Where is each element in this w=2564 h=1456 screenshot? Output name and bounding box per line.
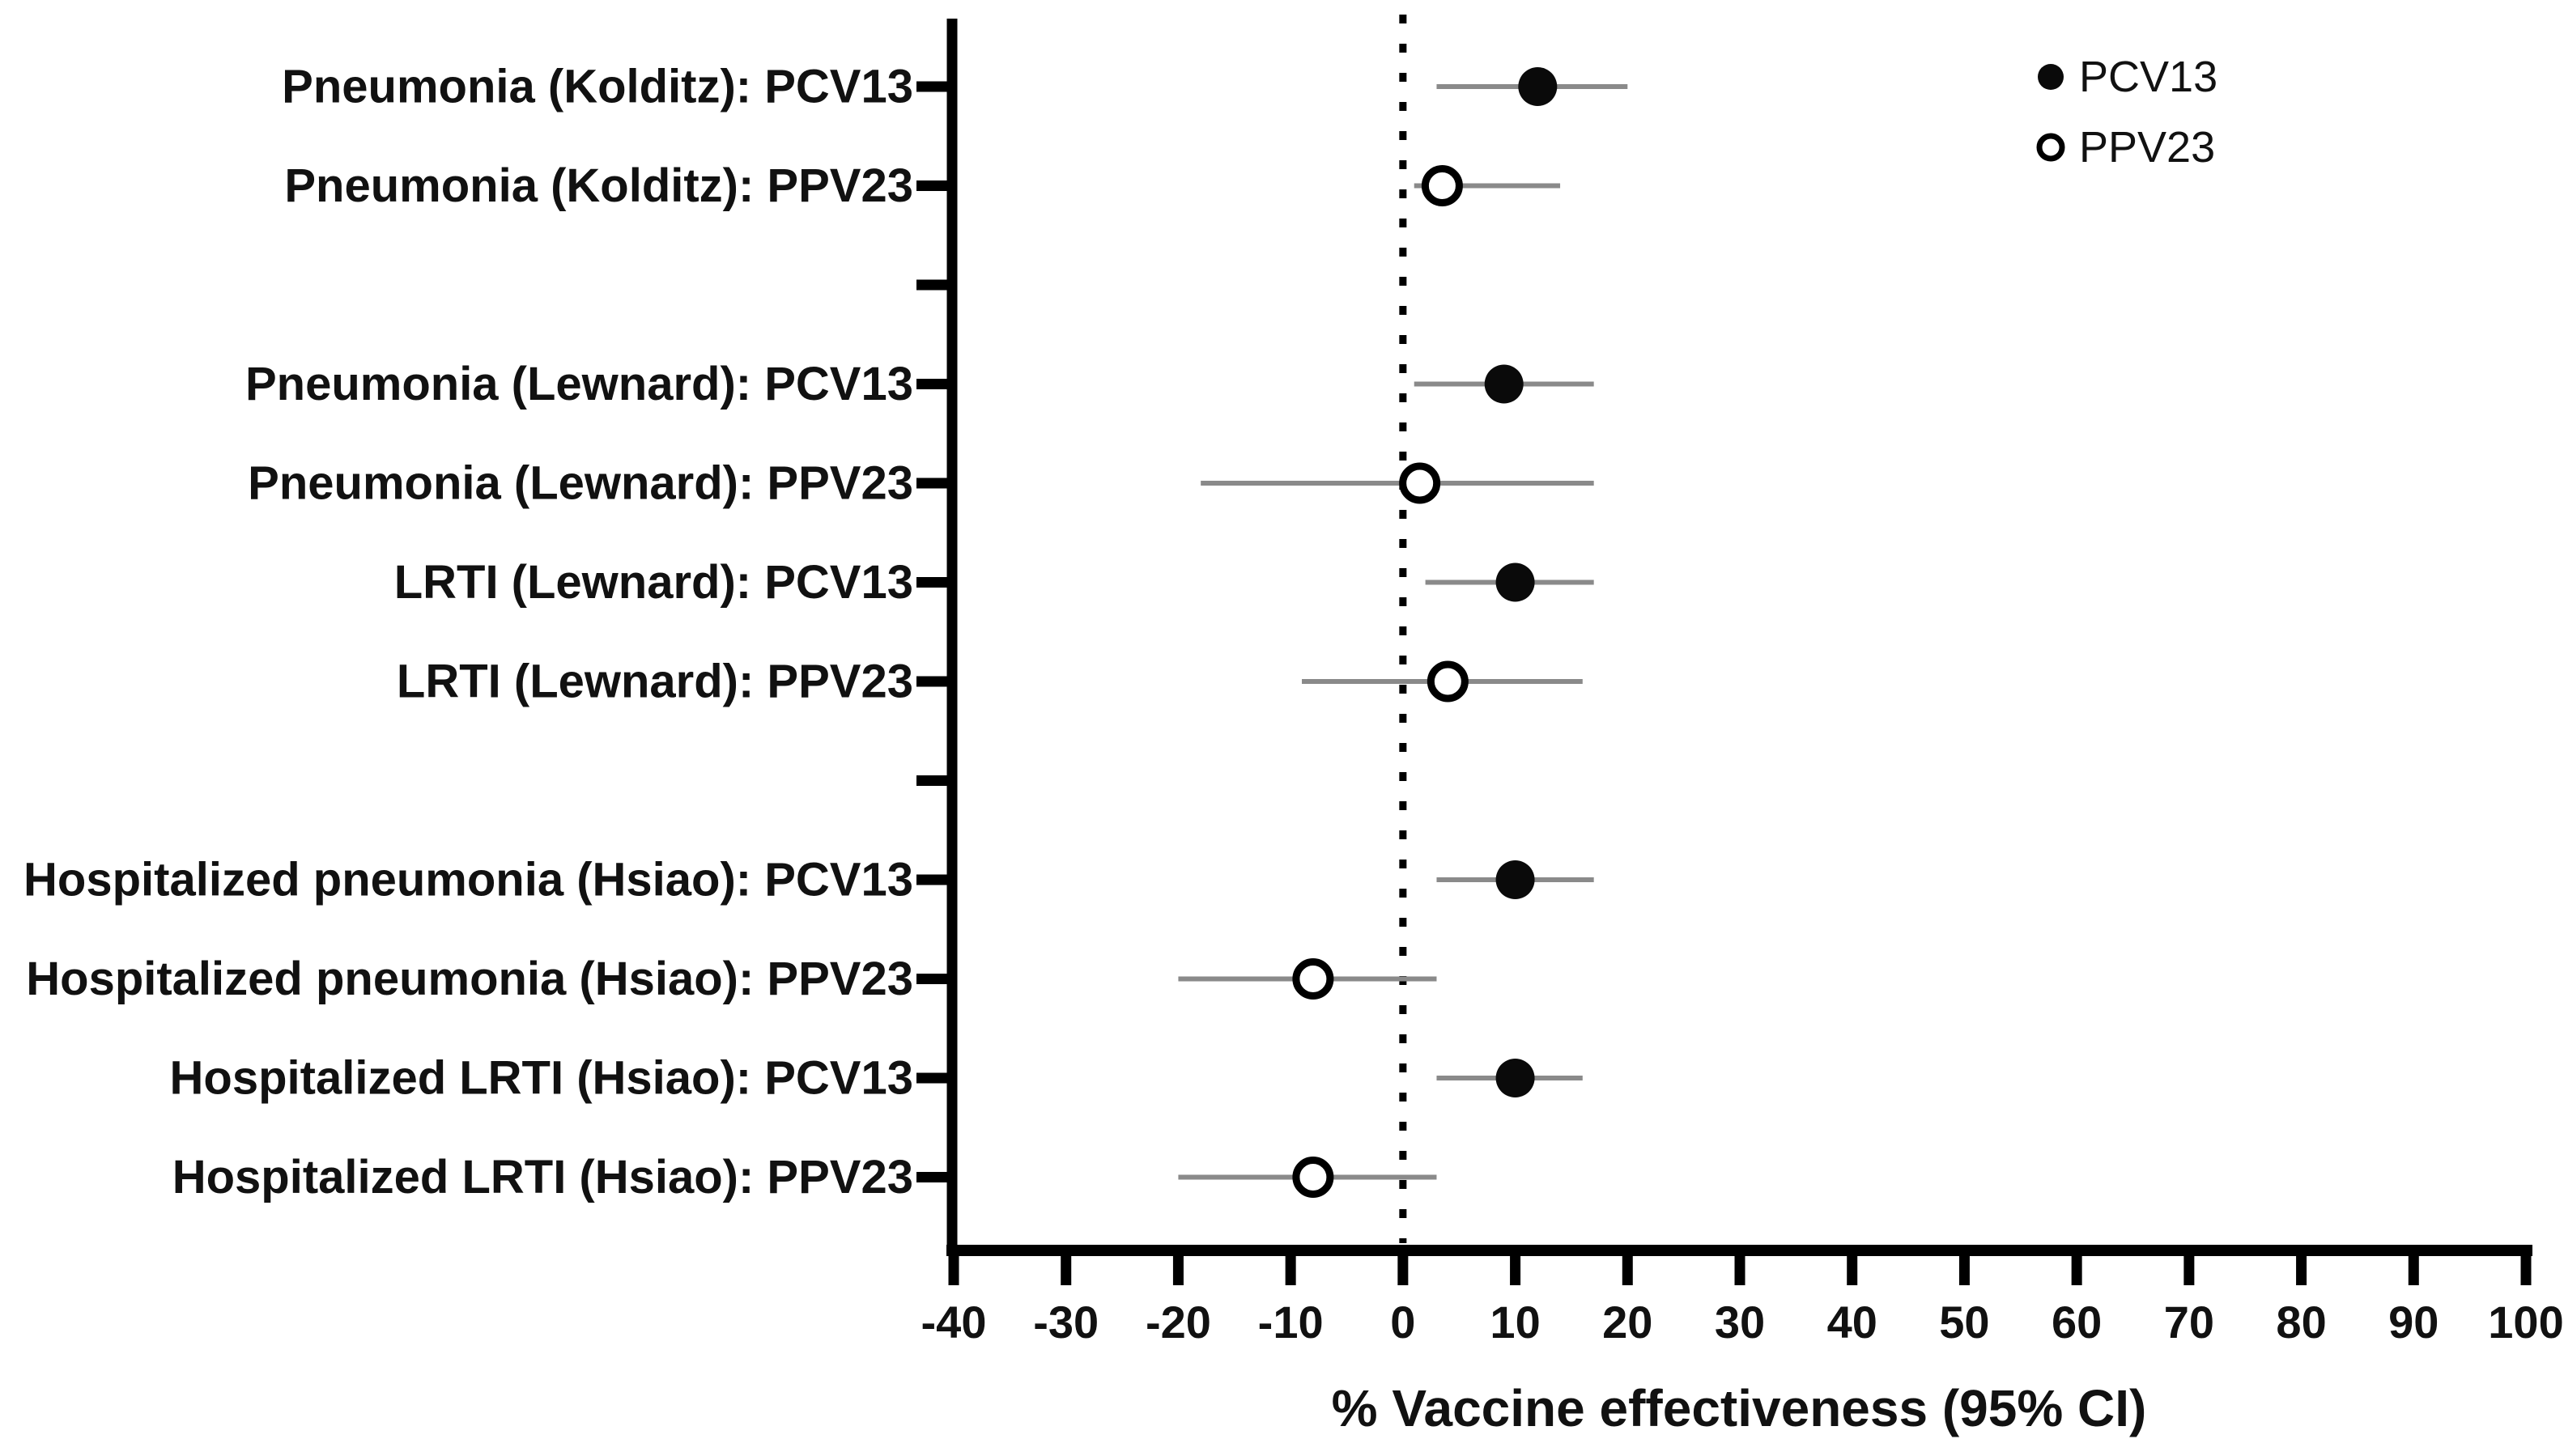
row-label-group: Pneumonia (Kolditz): PCV13 Pneumonia (Kol… <box>23 61 913 1204</box>
marker-pcv13-filled-circle <box>1495 562 1535 602</box>
row-label: Pneumonia (Lewnard): PPV23 <box>248 457 913 510</box>
legend-label: PCV13 <box>2079 53 2217 101</box>
x-tick-label: 20 <box>1602 1297 1652 1348</box>
legend-filled-circle-icon <box>2038 64 2064 90</box>
row-label: Hospitalized LRTI (Hsiao): PPV23 <box>172 1151 913 1203</box>
x-tick-label: 60 <box>2052 1297 2102 1348</box>
x-tick-label: -20 <box>1146 1297 1211 1348</box>
marker-ppv23-open-circle <box>1292 958 1334 1000</box>
x-tick-label: 100 <box>2488 1297 2563 1348</box>
row-label: Pneumonia (Lewnard): PCV13 <box>245 358 913 410</box>
legend-open-circle-icon <box>2036 133 2065 162</box>
y-axis-group <box>916 19 958 1256</box>
marker-ppv23-open-circle <box>1427 660 1469 703</box>
row-label: Pneumonia (Kolditz): PCV13 <box>282 61 913 113</box>
legend: PCV13 PPV23 <box>2036 53 2217 172</box>
x-axis-group: -40 -30 -20 -10 0 10 20 30 40 50 60 70 80 90 100 % Vacc… <box>921 1245 2564 1437</box>
x-tick-label: -40 <box>921 1297 987 1348</box>
marker-ppv23-open-circle <box>1292 1157 1334 1198</box>
point-estimate-group <box>1292 67 1558 1198</box>
legend-label: PPV23 <box>2079 123 2215 172</box>
row-label: LRTI (Lewnard): PPV23 <box>397 656 913 708</box>
row-label: Hospitalized LRTI (Hsiao): PCV13 <box>170 1052 913 1105</box>
x-tick-label: -10 <box>1258 1297 1324 1348</box>
x-axis-title: % Vaccine effectiveness (95% CI) <box>1332 1379 2147 1437</box>
x-tick-label: 50 <box>1939 1297 1989 1348</box>
x-tick-label: -30 <box>1033 1297 1099 1348</box>
x-tick-label: 70 <box>2164 1297 2214 1348</box>
x-tick-label: 0 <box>1390 1297 1415 1348</box>
marker-ppv23-open-circle <box>1421 165 1463 206</box>
marker-pcv13-filled-circle <box>1495 860 1535 899</box>
row-label: Pneumonia (Kolditz): PPV23 <box>284 159 913 212</box>
row-label: Hospitalized pneumonia (Hsiao): PCV13 <box>23 854 913 906</box>
marker-pcv13-filled-circle <box>1484 364 1524 404</box>
row-label: LRTI (Lewnard): PCV13 <box>394 556 913 609</box>
x-tick-label: 30 <box>1715 1297 1765 1348</box>
marker-pcv13-filled-circle <box>1495 1059 1535 1097</box>
row-label: Hospitalized pneumonia (Hsiao): PPV23 <box>26 953 913 1005</box>
x-tick-label: 90 <box>2388 1297 2439 1348</box>
marker-ppv23-open-circle <box>1399 462 1441 504</box>
x-tick-label: 80 <box>2276 1297 2326 1348</box>
marker-pcv13-filled-circle <box>1518 67 1558 106</box>
x-tick-label: 10 <box>1490 1297 1540 1348</box>
x-tick-label: 40 <box>1827 1297 1877 1348</box>
